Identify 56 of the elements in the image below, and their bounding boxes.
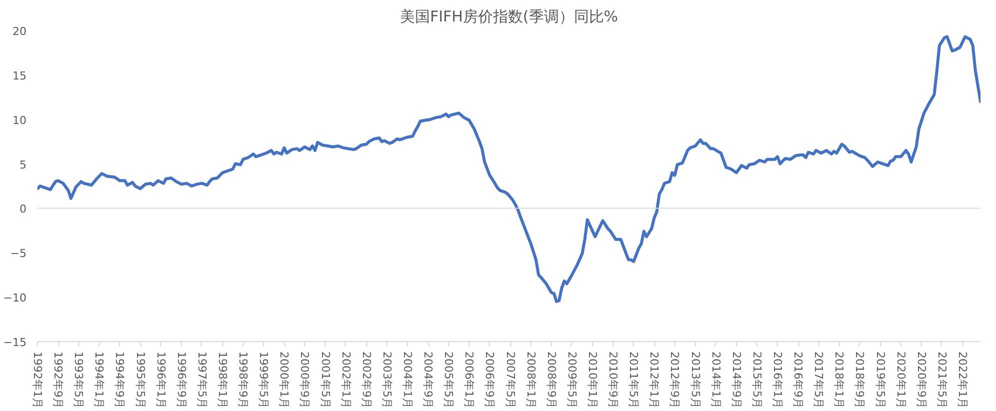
x-tick-label: 2014年1月 xyxy=(709,352,722,408)
x-tick-label: 2003年5月 xyxy=(380,352,394,408)
x-tick-label: 1996年1月 xyxy=(154,352,168,408)
x-tick-label: 2005年5月 xyxy=(442,352,456,408)
x-tick-label: 1992年1月 xyxy=(31,352,44,408)
x-tick-label: 2014年9月 xyxy=(730,352,743,408)
x-tick-label: 2010年9月 xyxy=(606,352,620,408)
x-tick-label: 2004年9月 xyxy=(422,352,435,408)
x-tick-label: 2021年5月 xyxy=(935,352,948,408)
x-tick-label: 2000年9月 xyxy=(298,352,312,408)
x-tick-label: 2018年9月 xyxy=(853,352,866,408)
y-tick-label: 15 xyxy=(12,69,27,82)
x-tick-label: 1993年5月 xyxy=(72,352,86,408)
x-tick-label: 2011年5月 xyxy=(627,352,640,408)
x-tick-label: 2019年5月 xyxy=(874,352,887,408)
x-tick-label: 1998年9月 xyxy=(236,352,250,408)
x-tick-label: 2007年5月 xyxy=(504,352,517,408)
x-tick-label: 1994年1月 xyxy=(92,352,106,408)
x-tick-label: 2006年9月 xyxy=(483,352,496,408)
y-tick-label: −5 xyxy=(10,247,27,260)
x-tick-label: 2010年1月 xyxy=(586,352,600,408)
y-tick-label: −15 xyxy=(3,336,27,349)
y-tick-label: 10 xyxy=(12,114,27,127)
x-tick-label: 2015年5月 xyxy=(750,352,764,408)
y-tick-label: 20 xyxy=(12,25,27,38)
x-tick-label: 2017年5月 xyxy=(812,352,826,408)
x-tick-label: 2016年1月 xyxy=(771,352,784,408)
x-tick-label: 2000年1月 xyxy=(278,352,291,408)
x-tick-label: 2013年5月 xyxy=(688,352,702,408)
x-tick-label: 2002年1月 xyxy=(339,352,352,408)
x-tick-label: 1998年1月 xyxy=(216,352,230,408)
x-tick-label: 2020年9月 xyxy=(914,352,928,408)
x-tick-label: 1996年9月 xyxy=(174,352,188,408)
line-series xyxy=(38,35,980,304)
x-tick-label: 2001年5月 xyxy=(318,352,332,408)
x-tick-label: 2004年1月 xyxy=(401,352,414,408)
x-tick-label: 2008年1月 xyxy=(524,352,538,408)
x-tick-label: 1995年5月 xyxy=(134,352,147,408)
x-tick-label: 2006年1月 xyxy=(462,352,476,408)
x-tick-label: 2012年1月 xyxy=(648,352,661,408)
x-tick-label: 2002年9月 xyxy=(360,352,373,408)
x-tick-label: 2022年1月 xyxy=(956,352,970,408)
x-tick-label: 1999年5月 xyxy=(257,352,270,408)
y-tick-label: 0 xyxy=(20,202,26,216)
chart-title: 美国FIFH房价指数(季调）同比% xyxy=(400,8,618,26)
x-tick-label: 2016年9月 xyxy=(792,352,805,408)
x-tick-label: 2018年1月 xyxy=(832,352,846,408)
x-tick-label: 1992年9月 xyxy=(52,352,65,408)
x-tick-label: 2020年1月 xyxy=(894,352,908,408)
x-tick-label: 1997年5月 xyxy=(195,352,208,408)
y-tick-label: 5 xyxy=(20,158,26,172)
x-tick-label: 1994年9月 xyxy=(113,352,126,408)
y-tick-label: −10 xyxy=(3,292,27,305)
x-tick-label: 2008年9月 xyxy=(544,352,558,408)
x-tick-label: 2012年9月 xyxy=(668,352,682,408)
x-tick-label: 2009年5月 xyxy=(565,352,578,408)
